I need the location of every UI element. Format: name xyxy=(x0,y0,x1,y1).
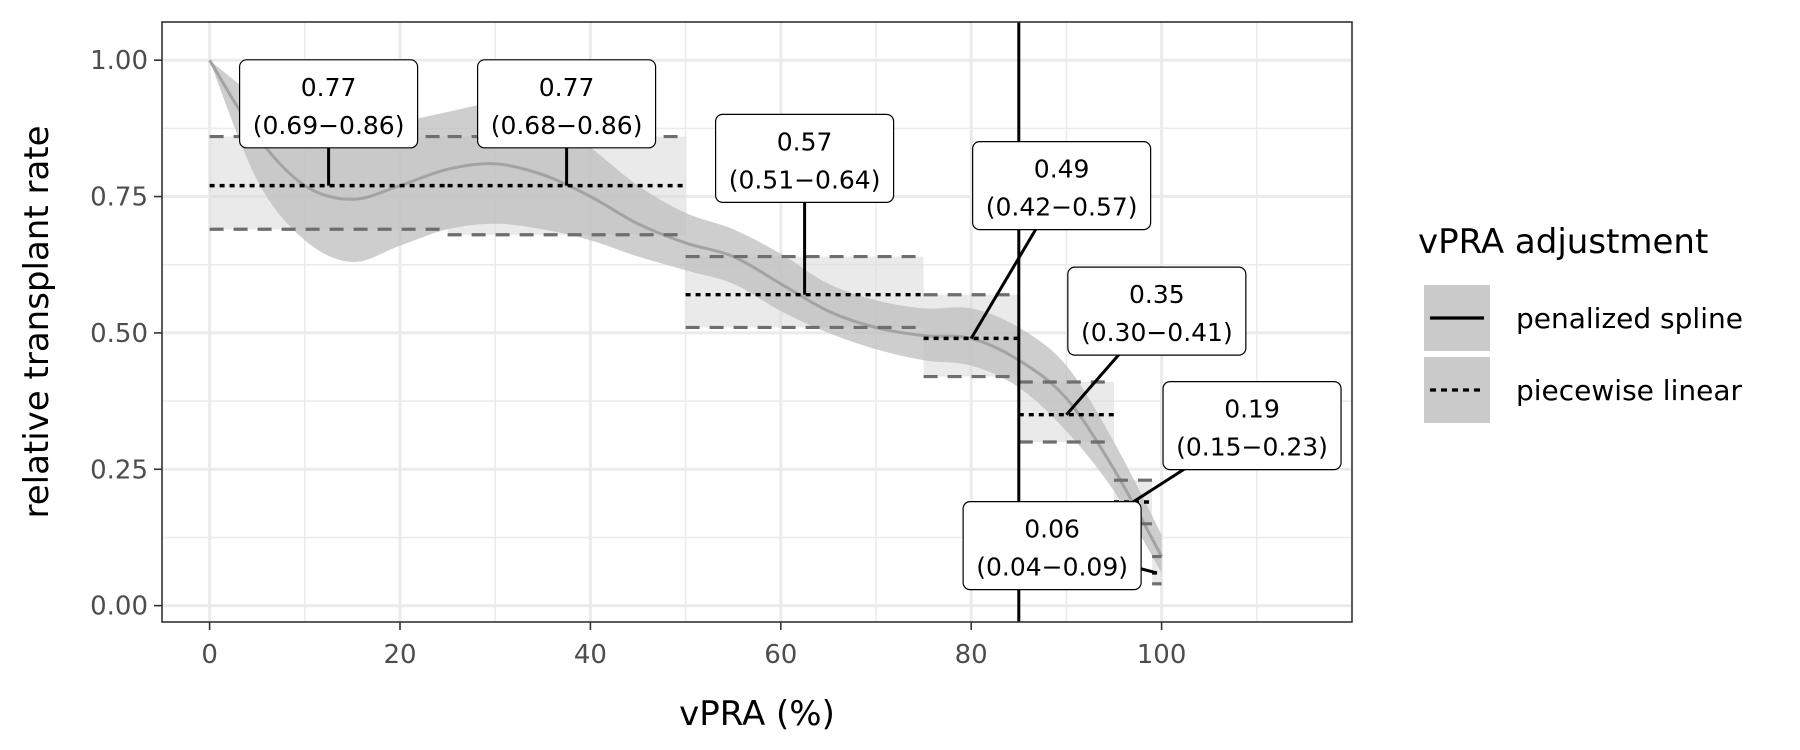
axis-ticks xyxy=(154,59,1163,630)
x-tick-label: 40 xyxy=(574,640,607,670)
annotation-label: 0.35 (0.30−0.41) xyxy=(1067,266,1247,356)
annotation-interval: (0.51−0.64) xyxy=(729,165,881,194)
annotation-interval: (0.69−0.86) xyxy=(253,111,405,140)
annotation-estimate: 0.77 xyxy=(539,73,595,102)
annotation-label: 0.06 (0.04−0.09) xyxy=(962,501,1142,591)
legend-title: vPRA adjustment xyxy=(1418,222,1708,262)
annotation-labels: 0.77 (0.69−0.86) 0.77 (0.68−0.86) 0.57 (0.51−… xyxy=(239,59,1342,591)
y-tick-label: 1.00 xyxy=(90,46,148,76)
axis-tick-labels: 0 20 40 60 80 100 0.00 0.25 0.50 0.75 1.00 xyxy=(90,46,1186,670)
legend-keys: penalized spline piecewise linear xyxy=(1424,285,1743,423)
annotation-label: 0.57 (0.51−0.64) xyxy=(714,113,895,203)
annotation-interval: (0.15−0.23) xyxy=(1176,433,1328,462)
annotation-box xyxy=(1162,381,1342,471)
legend-label: penalized spline xyxy=(1516,302,1743,335)
annotation-interval: (0.68−0.86) xyxy=(491,111,643,140)
x-tick-label: 0 xyxy=(201,640,218,670)
annotation-estimate: 0.49 xyxy=(1034,155,1090,184)
y-tick-label: 0.50 xyxy=(90,319,148,349)
y-tick-label: 0.75 xyxy=(90,183,148,213)
annotation-box xyxy=(477,59,657,149)
annotation-estimate: 0.77 xyxy=(301,73,357,102)
x-axis-title: vPRA (%) xyxy=(679,694,835,734)
annotation-label: 0.49 (0.42−0.57) xyxy=(972,141,1152,231)
annotation-interval: (0.42−0.57) xyxy=(986,193,1138,222)
legend: vPRA adjustment penalized spline piecewis… xyxy=(1418,222,1743,423)
y-tick-label: 0.25 xyxy=(90,455,148,485)
annotation-interval: (0.04−0.09) xyxy=(976,553,1128,582)
x-tick-label: 80 xyxy=(955,640,988,670)
y-axis-title: relative transplant rate xyxy=(17,125,57,518)
y-tick-label: 0.00 xyxy=(90,592,148,622)
annotation-estimate: 0.19 xyxy=(1224,395,1280,424)
annotation-interval: (0.30−0.41) xyxy=(1081,318,1233,347)
x-tick-label: 100 xyxy=(1137,640,1187,670)
annotation-label: 0.77 (0.68−0.86) xyxy=(477,59,657,149)
annotation-estimate: 0.57 xyxy=(777,127,833,156)
x-tick-label: 20 xyxy=(383,640,416,670)
annotation-box xyxy=(714,113,895,203)
panel-border xyxy=(161,21,1353,623)
annotation-label: 0.77 (0.69−0.86) xyxy=(239,59,419,149)
annotation-box xyxy=(239,59,419,149)
annotation-label: 0.19 (0.15−0.23) xyxy=(1162,381,1342,471)
plot-panel: 0.77 (0.69−0.86) 0.77 (0.68−0.86) 0.57 (0.51−… xyxy=(161,21,1353,623)
annotation-box xyxy=(962,501,1142,591)
annotation-box xyxy=(972,141,1152,231)
legend-label: piecewise linear xyxy=(1516,374,1742,407)
annotation-estimate: 0.06 xyxy=(1024,515,1080,544)
piecewise-ci-band xyxy=(1152,556,1162,584)
spline-ci-ribbon-area xyxy=(209,60,1162,573)
x-tick-label: 60 xyxy=(764,640,797,670)
annotation-box xyxy=(1067,266,1247,356)
annotation-estimate: 0.35 xyxy=(1129,280,1185,309)
spline-ci-ribbon xyxy=(209,60,1162,573)
